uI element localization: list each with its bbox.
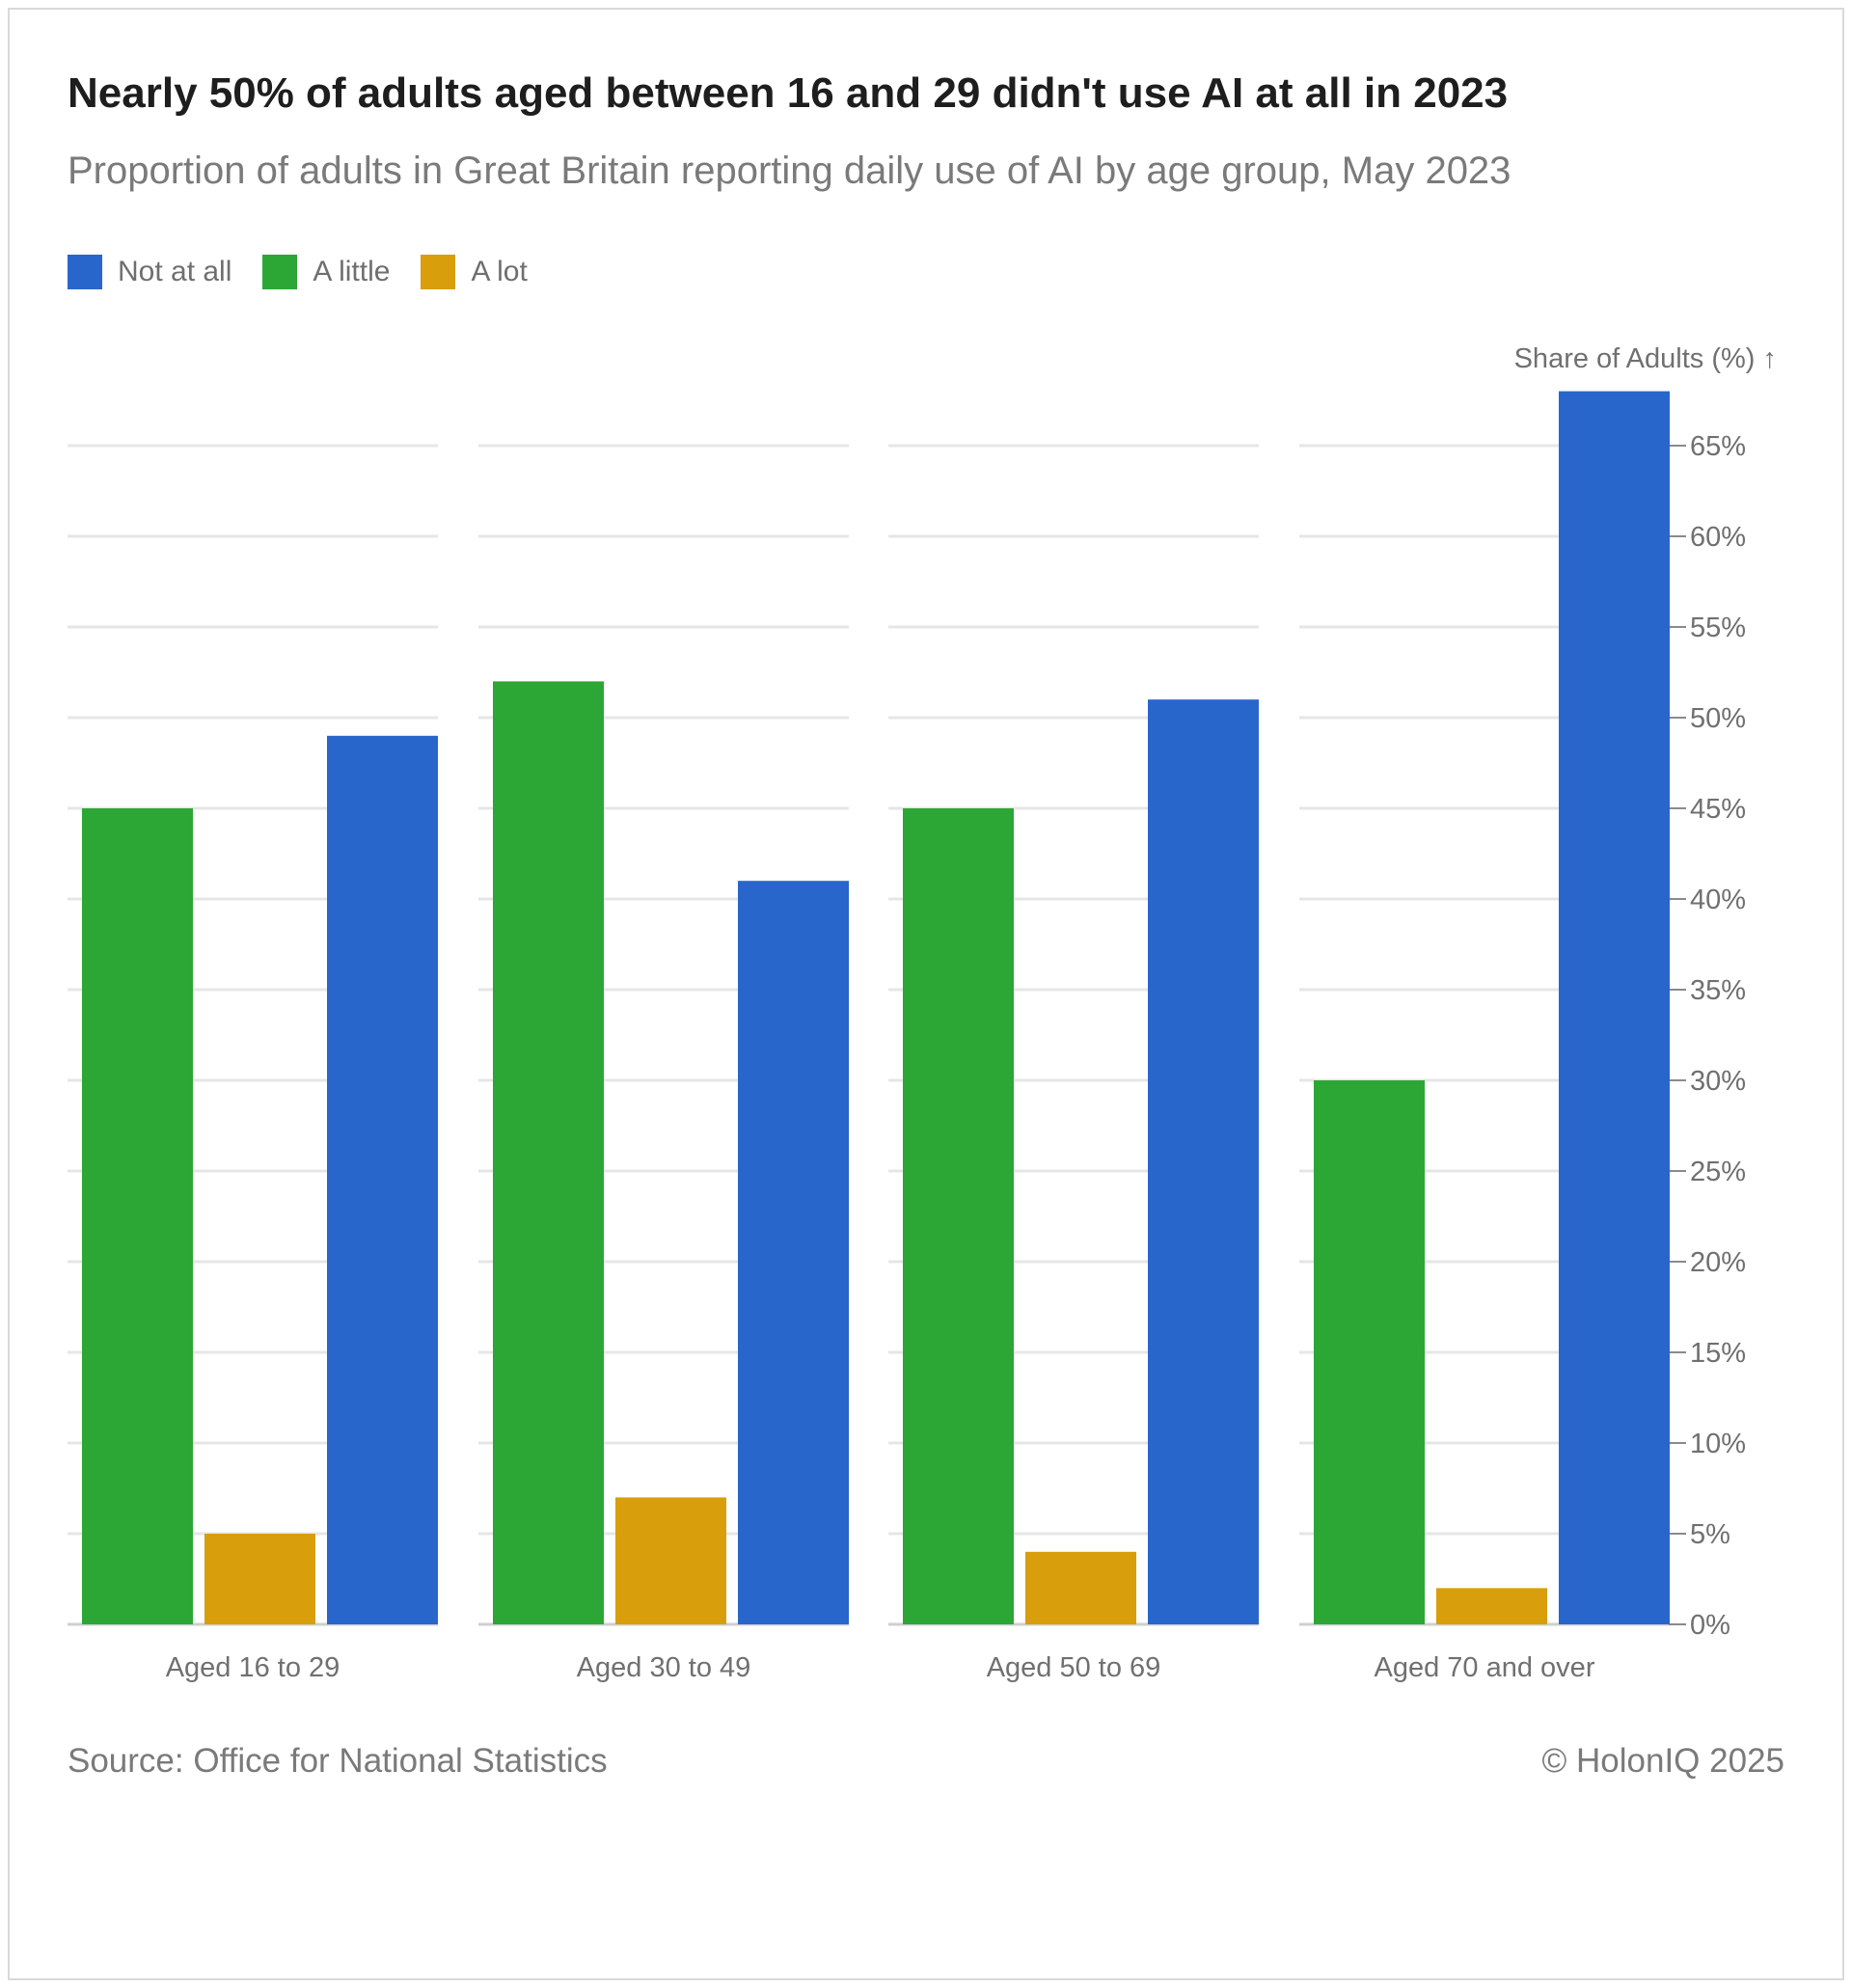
y-tick-label: 20%	[1690, 1247, 1746, 1278]
y-tick-label: 50%	[1690, 703, 1746, 734]
x-category-label: Aged 16 to 29	[166, 1652, 340, 1683]
y-tick-label: 25%	[1690, 1157, 1746, 1187]
bar-not-at-all[interactable]	[1148, 699, 1259, 1624]
y-tick-label: 65%	[1690, 431, 1746, 462]
bar-a-lot[interactable]	[1436, 1588, 1547, 1624]
x-category-label: Aged 70 and over	[1375, 1652, 1595, 1683]
chart-subtitle: Proportion of adults in Great Britain re…	[68, 150, 1512, 192]
bar-a-little[interactable]	[82, 808, 193, 1624]
chart-title: Nearly 50% of adults aged between 16 and…	[68, 69, 1509, 117]
y-tick-label: 35%	[1690, 975, 1746, 1006]
y-tick-label: 45%	[1690, 794, 1746, 825]
bar-a-little[interactable]	[1314, 1080, 1425, 1624]
source-note: Source: Office for National Statistics	[68, 1742, 608, 1780]
legend: Not at all A little A lot	[68, 254, 558, 290]
bar-a-lot[interactable]	[1025, 1551, 1136, 1624]
legend-item-a-lot[interactable]: A lot	[421, 255, 528, 289]
y-tick-label: 60%	[1690, 522, 1746, 553]
bar-a-lot[interactable]	[204, 1534, 315, 1624]
legend-label-a-little: A little	[313, 256, 391, 287]
bar-not-at-all[interactable]	[1559, 391, 1670, 1625]
y-tick-label: 5%	[1690, 1519, 1730, 1550]
legend-swatch-a-little	[262, 255, 298, 289]
y-tick-label: 40%	[1690, 885, 1746, 915]
legend-label-a-lot: A lot	[471, 256, 528, 287]
y-tick-label: 55%	[1690, 613, 1746, 643]
bar-a-lot[interactable]	[615, 1497, 726, 1624]
legend-swatch-a-lot	[421, 255, 456, 289]
y-tick-label: 15%	[1690, 1338, 1746, 1369]
y-tick-label: 30%	[1690, 1066, 1746, 1097]
bar-not-at-all[interactable]	[327, 735, 438, 1624]
x-category-label: Aged 30 to 49	[577, 1652, 751, 1683]
y-axis-label: Share of Adults (%) ↑	[1514, 343, 1777, 374]
y-tick-label: 10%	[1690, 1429, 1746, 1459]
legend-item-not-at-all[interactable]: Not at all	[68, 255, 232, 289]
y-tick-label: 0%	[1690, 1610, 1730, 1641]
legend-item-a-little[interactable]: A little	[262, 255, 390, 289]
bar-chart: 0% 5% 10% 15% 20% 25% 30% 35% 40% 45% 50% 55% 60% 65%…	[68, 343, 1777, 1683]
bar-not-at-all[interactable]	[738, 881, 849, 1624]
legend-label-not-at-all: Not at all	[118, 256, 232, 287]
bar-a-little[interactable]	[493, 681, 604, 1624]
x-category-label: Aged 50 to 69	[987, 1652, 1161, 1683]
legend-swatch-not-at-all	[68, 255, 102, 289]
bar-a-little[interactable]	[903, 808, 1014, 1624]
copyright-note: © HolonIQ 2025	[1541, 1742, 1785, 1780]
